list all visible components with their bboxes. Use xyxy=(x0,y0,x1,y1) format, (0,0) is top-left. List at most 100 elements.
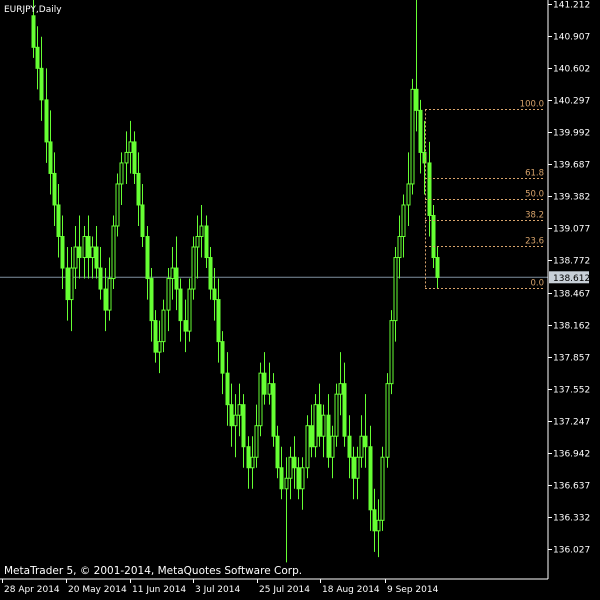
price-tick-label: 139.992 xyxy=(553,129,590,139)
fib-level-label: 50.0 xyxy=(525,190,544,200)
candle-body xyxy=(339,384,342,395)
candle-body xyxy=(263,373,266,394)
candle-body xyxy=(377,520,380,531)
candle-body xyxy=(36,47,39,68)
candle-body xyxy=(280,468,283,489)
candle-body xyxy=(171,268,174,279)
candle xyxy=(40,37,43,121)
price-tick-label: 136.637 xyxy=(553,482,590,492)
candle-body xyxy=(272,384,275,437)
candle xyxy=(360,415,363,468)
candle xyxy=(272,373,275,447)
candle xyxy=(116,173,119,236)
candle xyxy=(175,237,178,311)
candle xyxy=(154,310,157,363)
candle-body xyxy=(419,110,422,152)
candle xyxy=(297,457,300,499)
candle-body xyxy=(360,436,363,457)
candle-body xyxy=(221,342,224,374)
candle-body xyxy=(226,373,229,405)
candle-body xyxy=(104,289,107,310)
price-tick-label: 136.027 xyxy=(553,546,590,556)
candle xyxy=(95,226,98,279)
candle-body xyxy=(301,468,304,489)
fib-level-label: 61.8 xyxy=(525,169,544,179)
candle-body xyxy=(285,478,288,489)
fib-level-label: 100.0 xyxy=(520,100,544,110)
candle xyxy=(221,331,224,394)
candle xyxy=(407,152,410,226)
candle xyxy=(125,131,128,184)
candle-body xyxy=(78,247,81,258)
candle-body xyxy=(255,426,258,458)
candle-body xyxy=(322,415,325,436)
price-tick-label: 138.162 xyxy=(553,322,590,332)
candle-body xyxy=(348,436,351,457)
candle xyxy=(205,215,208,268)
price-tick-label: 141.212 xyxy=(553,1,590,11)
candle xyxy=(390,310,393,394)
candle-body xyxy=(112,226,115,279)
candle-body xyxy=(369,447,372,510)
price-tick-label: 137.857 xyxy=(553,354,590,364)
candle-body xyxy=(133,142,136,174)
axes xyxy=(0,0,548,579)
candle-body xyxy=(129,142,132,153)
candle xyxy=(251,436,254,489)
candle xyxy=(436,247,439,289)
candle xyxy=(348,415,351,478)
time-tick-label: 11 Jun 2014 xyxy=(132,585,186,595)
candles-layer xyxy=(32,0,439,562)
candle-body xyxy=(162,310,165,342)
candle-body xyxy=(213,289,216,300)
price-tick-label: 140.602 xyxy=(553,65,590,75)
candle-body xyxy=(390,321,393,384)
candle-body xyxy=(53,173,56,205)
candle xyxy=(356,447,359,500)
candle-body xyxy=(402,205,405,237)
candle-body xyxy=(125,152,128,163)
time-tick-label: 3 Jul 2014 xyxy=(195,585,240,595)
candle xyxy=(61,215,64,289)
candle xyxy=(373,489,376,552)
candle-body xyxy=(310,426,313,447)
candle xyxy=(314,394,317,457)
candle xyxy=(200,205,203,258)
candle xyxy=(99,247,102,300)
fib-level-label: 38.2 xyxy=(525,211,544,221)
candle xyxy=(179,279,182,342)
candle-body xyxy=(32,16,35,48)
candle-body xyxy=(192,247,195,289)
candle xyxy=(327,394,330,468)
candle-body xyxy=(364,436,367,447)
candle xyxy=(381,447,384,531)
candle-body xyxy=(158,342,161,353)
candle-body xyxy=(150,279,153,321)
price-tick-label: 137.552 xyxy=(553,386,590,396)
candle xyxy=(209,247,212,300)
candle-body xyxy=(318,405,321,437)
price-tick-label: 138.772 xyxy=(553,257,590,267)
candle xyxy=(428,142,431,237)
candle-body xyxy=(289,457,292,478)
price-tick-label: 140.907 xyxy=(553,33,590,43)
candle-body xyxy=(209,258,212,290)
candle xyxy=(285,457,288,562)
candle xyxy=(74,226,77,289)
candle xyxy=(255,405,258,468)
candle xyxy=(112,215,115,289)
candle xyxy=(192,237,195,300)
candle-body xyxy=(428,163,431,216)
fibonacci-retracement[interactable]: 100.0 61.8 50.0 38.2 23.6 0.0 xyxy=(425,100,545,289)
candle-body xyxy=(386,384,389,458)
candle xyxy=(49,110,52,194)
candle xyxy=(268,363,271,405)
candle-body xyxy=(179,289,182,321)
candle-body xyxy=(205,226,208,258)
price-tick-label: 139.077 xyxy=(553,225,590,235)
candle-body xyxy=(141,205,144,237)
candle xyxy=(226,352,229,426)
fib-level-label: 0.0 xyxy=(530,279,544,289)
